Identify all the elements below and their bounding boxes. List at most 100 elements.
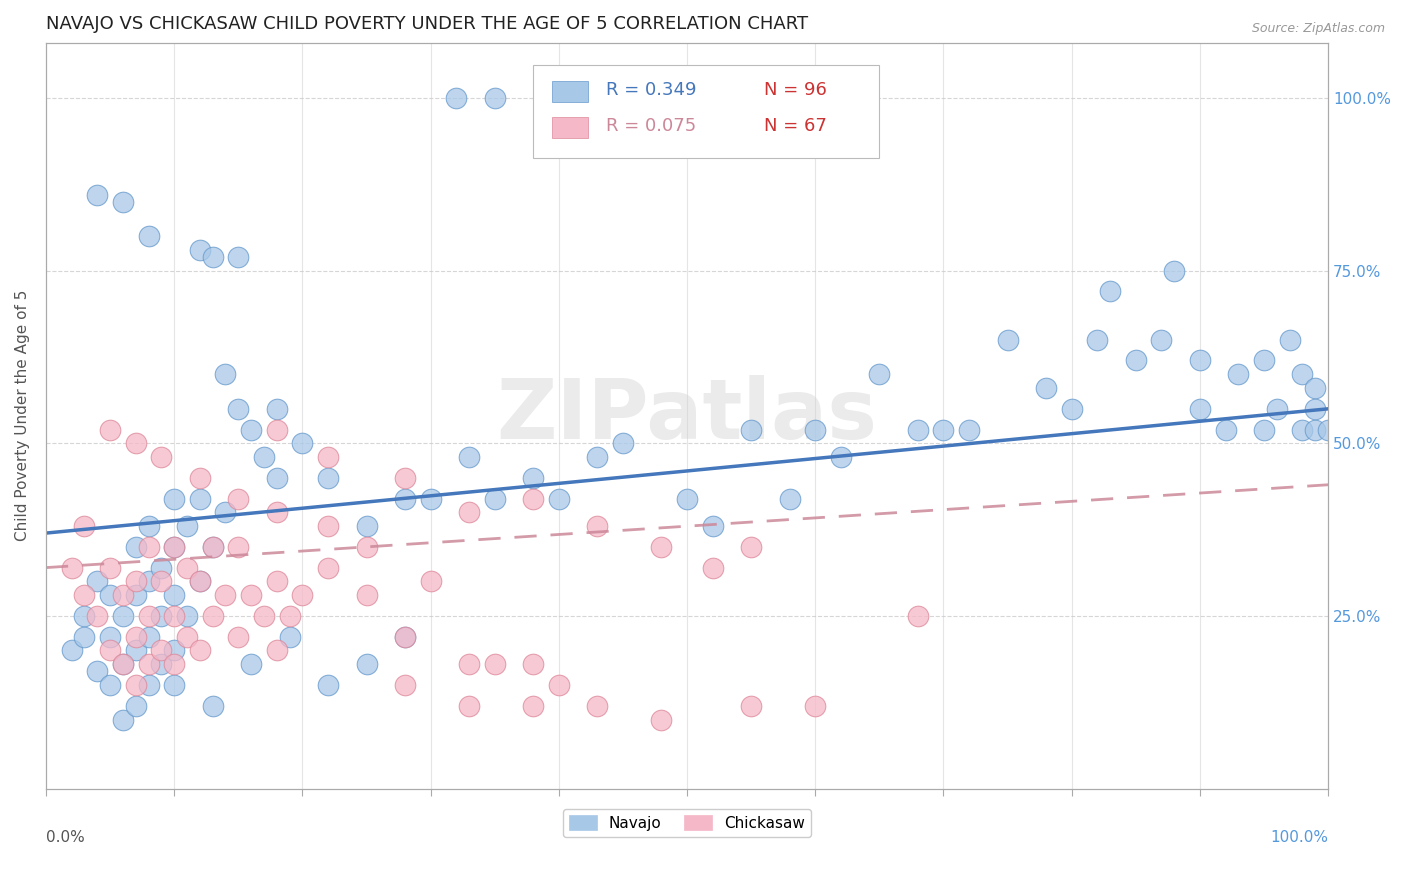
Point [356,540,378,554]
Point [150,450,173,464]
Text: NAVAJO VS CHICKASAW CHILD POVERTY UNDER THE AGE OF 5 CORRELATION CHART: NAVAJO VS CHICKASAW CHILD POVERTY UNDER … [46,15,808,33]
Point [1305,423,1327,437]
Point [138,657,160,672]
Point [316,519,339,533]
Text: R = 0.349: R = 0.349 [606,81,697,99]
Point [907,423,929,437]
Point [522,698,544,713]
Point [266,401,288,416]
Point [125,540,148,554]
Point [163,588,186,602]
Point [163,491,186,506]
Point [586,519,609,533]
Point [612,436,634,450]
Point [868,368,890,382]
Point [804,698,827,713]
Point [214,588,236,602]
Point [163,657,186,672]
Point [188,574,211,589]
Point [201,698,224,713]
Point [1291,423,1313,437]
Point [458,698,481,713]
Point [240,423,263,437]
Point [997,333,1019,347]
Point [125,574,148,589]
Point [1099,285,1122,299]
Point [214,505,236,519]
Point [586,450,609,464]
Point [1150,333,1173,347]
Point [484,491,506,506]
Legend: Navajo, Chickasaw: Navajo, Chickasaw [562,809,811,837]
Point [394,630,416,644]
Point [163,540,186,554]
Text: Source: ZipAtlas.com: Source: ZipAtlas.com [1251,22,1385,36]
Point [291,588,314,602]
Point [1085,333,1108,347]
Point [394,491,416,506]
Point [1163,264,1185,278]
Point [356,519,378,533]
Point [201,609,224,624]
Point [138,678,160,692]
Point [86,187,108,202]
Point [253,450,276,464]
Point [176,630,198,644]
Point [1060,401,1083,416]
Point [98,560,121,574]
Point [226,401,249,416]
Point [740,698,762,713]
Point [150,609,173,624]
Point [804,423,827,437]
Point [188,471,211,485]
Point [356,588,378,602]
Point [522,471,544,485]
Point [458,657,481,672]
Point [266,574,288,589]
Point [779,491,801,506]
Point [316,678,339,692]
Point [176,519,198,533]
Point [1035,381,1057,395]
Point [1188,401,1211,416]
Point [176,609,198,624]
Point [266,643,288,657]
Bar [553,117,588,137]
Point [73,519,96,533]
Point [125,698,148,713]
Point [86,609,108,624]
Point [150,574,173,589]
Point [98,423,121,437]
Point [201,540,224,554]
Point [522,657,544,672]
Point [1253,423,1275,437]
Point [226,491,249,506]
Text: 100.0%: 100.0% [1270,830,1329,845]
Point [188,491,211,506]
Point [125,643,148,657]
Point [201,250,224,264]
Point [240,657,263,672]
Point [1317,423,1340,437]
Point [163,643,186,657]
Point [111,609,134,624]
Point [1305,401,1327,416]
Text: N = 96: N = 96 [763,81,827,99]
Point [138,229,160,244]
Point [150,560,173,574]
Point [86,664,108,678]
Point [356,657,378,672]
Point [98,630,121,644]
Point [188,243,211,257]
Point [484,91,506,105]
Point [547,678,569,692]
Point [73,630,96,644]
Point [316,560,339,574]
Point [201,540,224,554]
Point [1125,353,1147,368]
Point [291,436,314,450]
Point [98,643,121,657]
Point [125,588,148,602]
Point [446,91,468,105]
Point [138,609,160,624]
